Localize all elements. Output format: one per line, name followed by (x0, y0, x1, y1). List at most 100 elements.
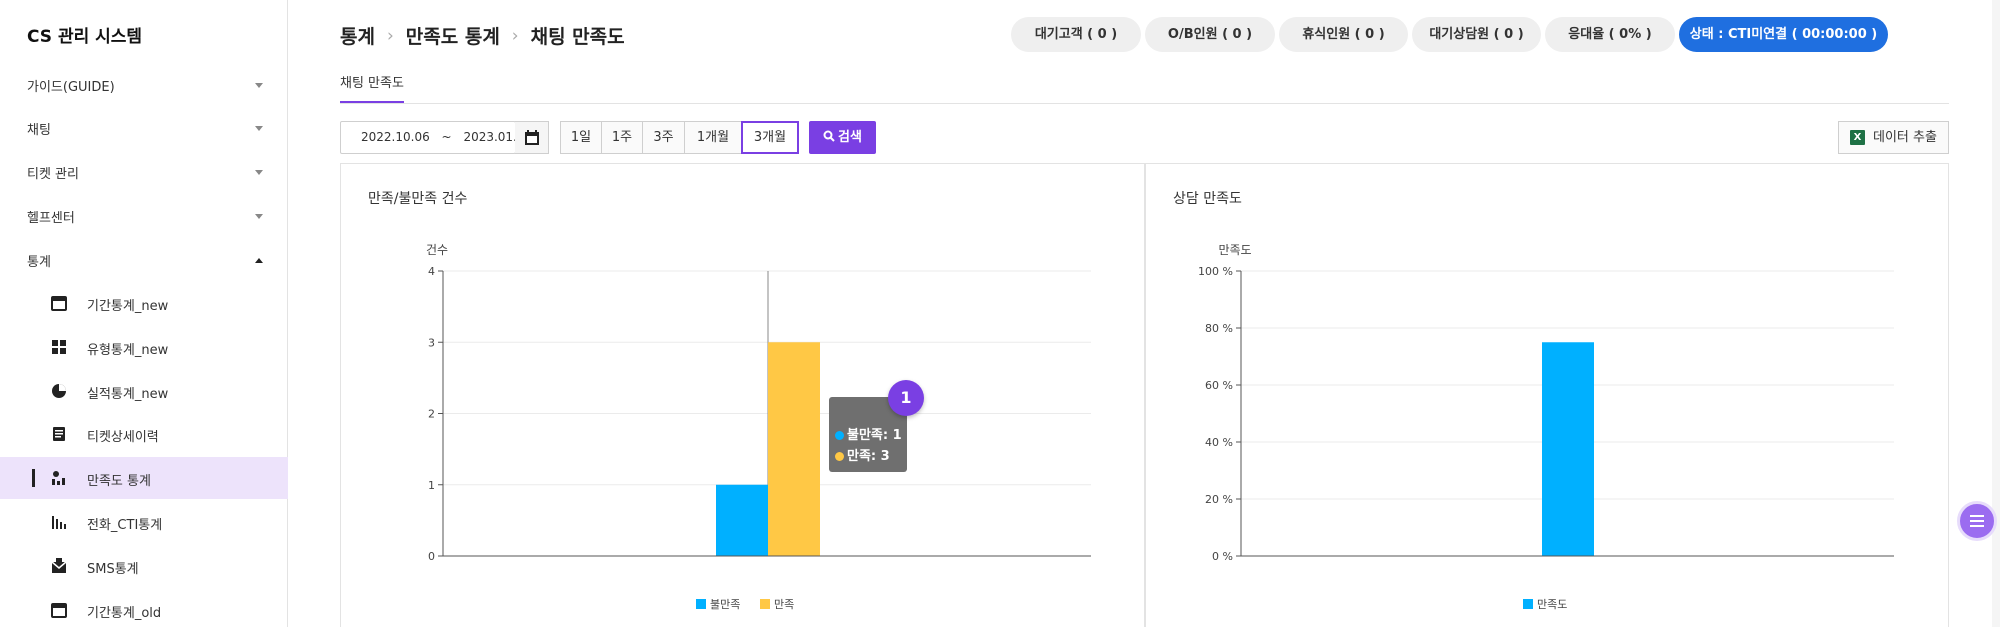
y-axis-label: 건수 (426, 243, 448, 257)
chevron-up-icon (255, 258, 263, 263)
grid-icon (52, 340, 66, 354)
sidebar-item-label: 만족도 통계 (87, 474, 151, 489)
rate-chart-panel: 상담 만족도 만족도 0 % 20 % 40 % 60 % 80 % 100 % 만족도 (1145, 163, 1949, 627)
breadcrumb-item[interactable]: 만족도 통계 (405, 26, 500, 48)
sidebar-menu-stats[interactable]: 통계 (0, 240, 288, 280)
sidebar-item-label: 티켓상세이력 (87, 430, 159, 445)
calendar-icon (525, 130, 539, 145)
break-agents-pill[interactable]: 휴식인원 ( 0 ) (1279, 17, 1408, 52)
sidebar-menu-label: 헬프센터 (27, 211, 75, 226)
sidebar-item-label: 기간통계_new (87, 299, 169, 314)
dissatisfied-dot (835, 431, 844, 440)
bar-count-1 (768, 342, 820, 556)
tab-chat-satisfaction[interactable]: 채팅 만족도 (340, 72, 404, 103)
legend-label: 만족도 (1537, 598, 1567, 611)
chevron-down-icon (255, 214, 263, 219)
y-tick-label: 1 (428, 479, 435, 492)
sidebar-menu-label: 통계 (27, 255, 51, 270)
waiting-agents-pill[interactable]: 대기상담원 ( 0 ) (1412, 17, 1541, 52)
sidebar-item-label: 유형통계_new (87, 343, 169, 358)
sidebar-item-label: 전화_CTI통계 (87, 518, 163, 533)
sidebar-menu-chat[interactable]: 채팅 (0, 108, 288, 148)
date-range-input[interactable]: 2022.10.06 ~ 2023.01.04 (340, 121, 532, 154)
sidebar-item-label: 실적통계_new (87, 387, 169, 402)
period-3weeks-button[interactable]: 3주 (642, 121, 685, 154)
search-label: 검색 (838, 130, 862, 145)
count-bar-chart: 건수 0 1 2 3 4 불만족 만족 (426, 243, 1091, 611)
calendar-icon (51, 603, 67, 618)
sidebar-menu-helpcenter[interactable]: 헬프센터 (0, 196, 288, 236)
mail-icon (51, 558, 67, 573)
count-chart-panel: 만족/불만족 건수 건수 0 1 2 3 4 불만족 만족 (340, 163, 1145, 627)
sidebar-item-sms-stats[interactable]: SMS통계 (0, 545, 288, 587)
sidebar-menu-label: 티켓 관리 (27, 167, 79, 182)
breadcrumb-item[interactable]: 통계 (340, 26, 375, 48)
search-icon (823, 130, 835, 142)
floating-menu-button[interactable] (1957, 501, 1997, 541)
tooltip-row-dissatisfied: 불만족: 1 (835, 424, 902, 443)
bar-rate-0 (1542, 342, 1594, 556)
bar-chart-icon (52, 516, 66, 529)
sidebar-item-ticket-history[interactable]: 티켓상세이력 (0, 413, 288, 455)
period-3months-button[interactable]: 3개월 (741, 121, 799, 154)
waiting-customers-pill[interactable]: 대기고객 ( 0 ) (1011, 17, 1141, 52)
chevron-down-icon (255, 126, 263, 131)
legend-swatch (696, 599, 706, 609)
sidebar-item-cti-stats[interactable]: 전화_CTI통계 (0, 501, 288, 543)
sidebar-item-label: SMS통계 (87, 562, 139, 577)
sidebar-menu-label: 가이드(GUIDE) (27, 80, 115, 95)
legend-swatch (1523, 599, 1533, 609)
document-icon (53, 427, 65, 441)
chevron-right-icon: › (386, 25, 394, 46)
y-tick-label: 60 % (1205, 379, 1233, 392)
calendar-button[interactable] (515, 121, 549, 154)
bar-count-0 (716, 484, 768, 556)
legend-label: 만족 (774, 598, 794, 611)
sidebar-menu-guide[interactable]: 가이드(GUIDE) (0, 65, 288, 105)
date-separator: ~ (441, 130, 452, 144)
y-tick-label: 3 (428, 336, 435, 349)
y-tick-label: 4 (428, 265, 435, 278)
tab-divider (340, 103, 1949, 104)
step-badge: 1 (888, 380, 924, 416)
sidebar-item-type-stats-new[interactable]: 유형통계_new (0, 326, 288, 368)
y-tick-label: 20 % (1205, 493, 1233, 506)
chevron-down-icon (255, 83, 263, 88)
active-marker (32, 469, 35, 487)
pie-icon (52, 384, 66, 398)
rate-chart-title: 상담 만족도 (1173, 191, 1242, 207)
count-chart-title: 만족/불만족 건수 (368, 191, 468, 207)
sidebar-item-satisfaction-stats[interactable]: 만족도 통계 (0, 457, 288, 499)
export-label: 데이터 추출 (1873, 130, 1937, 145)
chevron-right-icon: › (511, 25, 519, 46)
y-tick-label: 40 % (1205, 436, 1233, 449)
satisfaction-chart-icon (52, 471, 65, 485)
scrollbar[interactable] (1992, 0, 2000, 627)
y-tick-label: 100 % (1198, 265, 1233, 278)
sidebar-menu-ticket[interactable]: 티켓 관리 (0, 152, 288, 192)
period-1day-button[interactable]: 1일 (560, 121, 602, 154)
sidebar-item-performance-stats-new[interactable]: 실적통계_new (0, 370, 288, 412)
tooltip-dissatisfied-text: 불만족: 1 (847, 428, 902, 443)
sidebar-item-label: 기간통계_old (87, 606, 162, 621)
y-tick-label: 80 % (1205, 322, 1233, 335)
rate-bar-chart: 만족도 0 % 20 % 40 % 60 % 80 % 100 % 만족도 (1198, 243, 1894, 611)
response-rate-pill[interactable]: 응대율 ( 0% ) (1545, 17, 1675, 52)
calendar-icon (51, 296, 67, 311)
list-icon (1970, 515, 1984, 527)
y-axis-label: 만족도 (1218, 243, 1251, 257)
outbound-agents-pill[interactable]: O/B인원 ( 0 ) (1145, 17, 1275, 52)
sidebar-item-period-stats-old[interactable]: 기간통계_old (0, 589, 288, 627)
export-data-button[interactable]: X 데이터 추출 (1838, 121, 1949, 154)
search-button[interactable]: 검색 (809, 121, 876, 154)
sidebar-item-period-stats-new[interactable]: 기간통계_new (0, 282, 288, 324)
period-1month-button[interactable]: 1개월 (684, 121, 742, 154)
y-tick-label: 0 (428, 550, 435, 563)
period-1week-button[interactable]: 1주 (601, 121, 643, 154)
cti-status-pill[interactable]: 상태 : CTI미연결 ( 00:00:00 ) (1679, 17, 1888, 52)
date-from: 2022.10.06 (361, 130, 430, 144)
breadcrumb: 통계 › 만족도 통계 › 채팅 만족도 (340, 22, 625, 49)
breadcrumb-current: 채팅 만족도 (530, 26, 625, 48)
y-tick-label: 0 % (1212, 550, 1233, 563)
legend-label: 불만족 (710, 598, 740, 611)
